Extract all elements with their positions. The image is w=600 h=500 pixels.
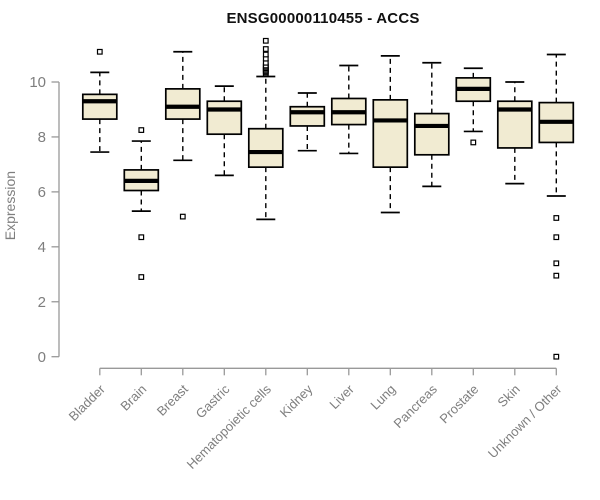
- outlier-point: [262, 51, 269, 58]
- y-axis: 0 2 4 6 8 10 Expression: [2, 74, 60, 366]
- y-tick-label: 8: [38, 129, 46, 146]
- outlier-point: [470, 139, 477, 146]
- x-tick-label-liver: Liver: [326, 381, 357, 412]
- boxplot-pancreas: [413, 61, 450, 188]
- chart-title: ENSG00000110455 - ACCS: [226, 10, 420, 27]
- outlier-point: [553, 353, 560, 360]
- outlier-point: [553, 234, 560, 241]
- x-tick-label-unknown-other: Unknown / Other: [485, 381, 565, 461]
- outlier-point: [138, 127, 145, 133]
- box-iqr: [81, 93, 118, 120]
- boxplot-liver: [330, 64, 367, 155]
- y-tick-label: 0: [38, 349, 46, 366]
- y-axis-label: Expression: [2, 171, 18, 240]
- outlier-point: [262, 37, 269, 44]
- box-iqr: [206, 100, 243, 136]
- x-tick-label-prostate: Prostate: [437, 382, 482, 427]
- boxplot-brain: [123, 127, 160, 280]
- x-tick-label-gastric: Gastric: [193, 381, 233, 421]
- x-tick-label-bladder: Bladder: [66, 381, 109, 424]
- boxplot-kidney: [289, 92, 326, 152]
- boxplot-prostate: [455, 67, 492, 146]
- boxplot-gastric: [206, 85, 243, 177]
- box-iqr: [413, 112, 450, 156]
- outlier-point: [138, 234, 145, 241]
- box-iqr: [164, 88, 201, 120]
- x-tick-label-breast: Breast: [154, 381, 191, 418]
- y-tick-label: 6: [38, 184, 46, 201]
- boxplot-bladder: [81, 48, 118, 153]
- x-tick-label-kidney: Kidney: [277, 381, 316, 420]
- x-tick-label-pancreas: Pancreas: [390, 381, 440, 431]
- x-tick-label-brain: Brain: [117, 382, 149, 414]
- box-iqr: [372, 99, 409, 169]
- y-tick-label: 4: [38, 239, 46, 256]
- y-tick-label: 2: [38, 294, 46, 311]
- boxplot-breast: [164, 50, 201, 220]
- boxplot-hematopoietic-cells: [247, 37, 284, 221]
- box-iqr: [289, 105, 326, 127]
- y-tick-label: 10: [29, 74, 46, 91]
- outlier-point: [138, 274, 145, 280]
- box-iqr: [247, 127, 284, 169]
- outlier-point: [553, 260, 560, 267]
- boxplot-lung: [372, 55, 409, 214]
- x-tick-label-lung: Lung: [367, 382, 398, 413]
- outlier-point: [553, 272, 560, 279]
- x-tick-label-skin: Skin: [494, 382, 522, 410]
- boxplot-skin: [496, 81, 533, 185]
- outlier-point: [262, 46, 269, 52]
- outlier-point: [553, 215, 560, 221]
- boxplot-unknown-other: [538, 53, 575, 360]
- outlier-point: [96, 48, 103, 55]
- outlier-point: [179, 213, 186, 220]
